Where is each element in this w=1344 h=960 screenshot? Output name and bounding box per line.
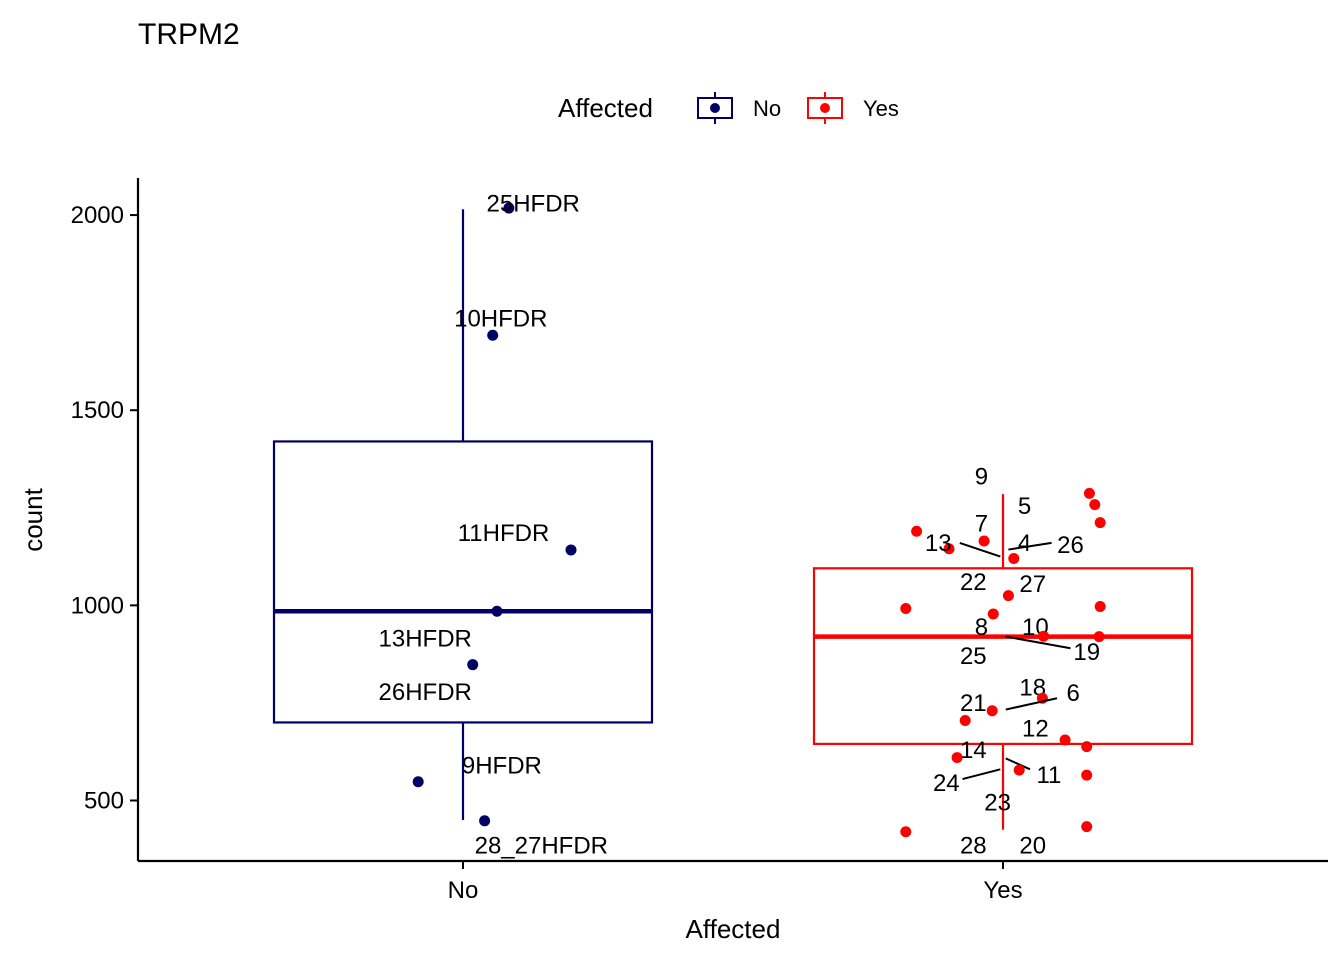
data-point [479, 815, 491, 827]
point-label: 8 [975, 614, 988, 641]
data-point [503, 202, 515, 214]
point-label: 11HFDR [458, 520, 550, 547]
point-label: 12 [1022, 715, 1049, 742]
point-label: 13 [925, 530, 952, 557]
point-label: 19 [1073, 639, 1100, 666]
data-point [900, 826, 912, 838]
legend-title: Affected [558, 93, 653, 123]
legend-label: No [753, 96, 781, 121]
axes: 500 1000 1500 2000 No Yes [71, 178, 1328, 904]
box-iqr [812, 567, 1194, 746]
data-point [959, 714, 971, 726]
label-leader [1005, 757, 1031, 771]
point-label: 7 [975, 510, 988, 537]
data-point [1002, 590, 1014, 602]
label-leader [959, 541, 1001, 558]
data-point [986, 705, 998, 717]
data-point [911, 525, 923, 537]
point-label: 13HFDR [379, 626, 472, 653]
point-label: 10HFDR [454, 306, 547, 333]
point-label: 25HFDR [487, 190, 580, 217]
data-point [943, 543, 955, 555]
point-label: 14 [960, 737, 987, 764]
x-tick-label: No [448, 877, 479, 904]
label-leader [1008, 541, 1052, 551]
data-point [412, 776, 424, 788]
data-point [1059, 734, 1071, 746]
point-label: 28_27HFDR [475, 832, 608, 859]
point-label: 27 [1019, 571, 1046, 598]
data-point [900, 602, 912, 614]
data-point [978, 535, 990, 547]
data-point [1094, 601, 1106, 613]
x-axis-title: Affected [686, 914, 781, 944]
y-tick-label: 1000 [71, 592, 124, 619]
data-point [1081, 821, 1093, 833]
x-tick-label: Yes [983, 877, 1022, 904]
point-label: 9HFDR [462, 752, 542, 779]
data-point [565, 544, 577, 556]
y-tick-label: 2000 [71, 202, 124, 229]
legend-point [710, 103, 720, 113]
plot-area: 25HFDR 10HFDR 11HFDR 13HFDR 26HFDR 9HFDR 28_27… [272, 190, 1194, 859]
data-point [987, 608, 999, 620]
legend: Affected No Yes [558, 92, 899, 124]
data-point [1081, 741, 1093, 753]
y-tick-label: 500 [84, 788, 124, 815]
point-label: 21 [960, 690, 987, 717]
point-label: 22 [960, 569, 987, 596]
data-point [1013, 764, 1025, 776]
data-point [1093, 631, 1105, 643]
chart-title: TRPM2 [138, 18, 240, 51]
point-label: 24 [933, 770, 960, 797]
label-leader [1005, 635, 1071, 650]
data-point [1083, 487, 1095, 499]
point-label: 28 [960, 832, 987, 859]
point-label: 11 [1036, 762, 1061, 789]
label-leader [962, 768, 1001, 781]
point-label: 20 [1019, 832, 1046, 859]
data-point [487, 329, 499, 341]
data-point [491, 605, 503, 617]
box-iqr [272, 440, 654, 724]
data-point [951, 752, 963, 764]
box-no: 25HFDR 10HFDR 11HFDR 13HFDR 26HFDR 9HFDR 28_27… [272, 190, 654, 859]
y-tick-label: 1500 [71, 397, 124, 424]
legend-key-yes: Yes [807, 92, 899, 124]
point-label: 4 [1018, 530, 1031, 557]
point-label: 26 [1057, 532, 1084, 559]
legend-key-no: No [697, 92, 781, 124]
data-point [1038, 630, 1049, 642]
point-label: 26HFDR [379, 679, 472, 706]
point-label: 9 [975, 464, 988, 491]
data-point [1081, 769, 1093, 781]
label-leader [1005, 697, 1058, 711]
data-point [467, 659, 479, 671]
legend-label: Yes [863, 96, 899, 121]
point-label: 25 [960, 643, 987, 670]
data-point [1089, 499, 1101, 511]
y-axis-title: count [18, 487, 48, 551]
point-label: 6 [1067, 680, 1080, 707]
data-point [1008, 553, 1020, 565]
point-label: 5 [1018, 493, 1031, 520]
legend-point [820, 103, 830, 113]
point-label: 23 [984, 789, 1011, 816]
data-point [1094, 517, 1106, 529]
